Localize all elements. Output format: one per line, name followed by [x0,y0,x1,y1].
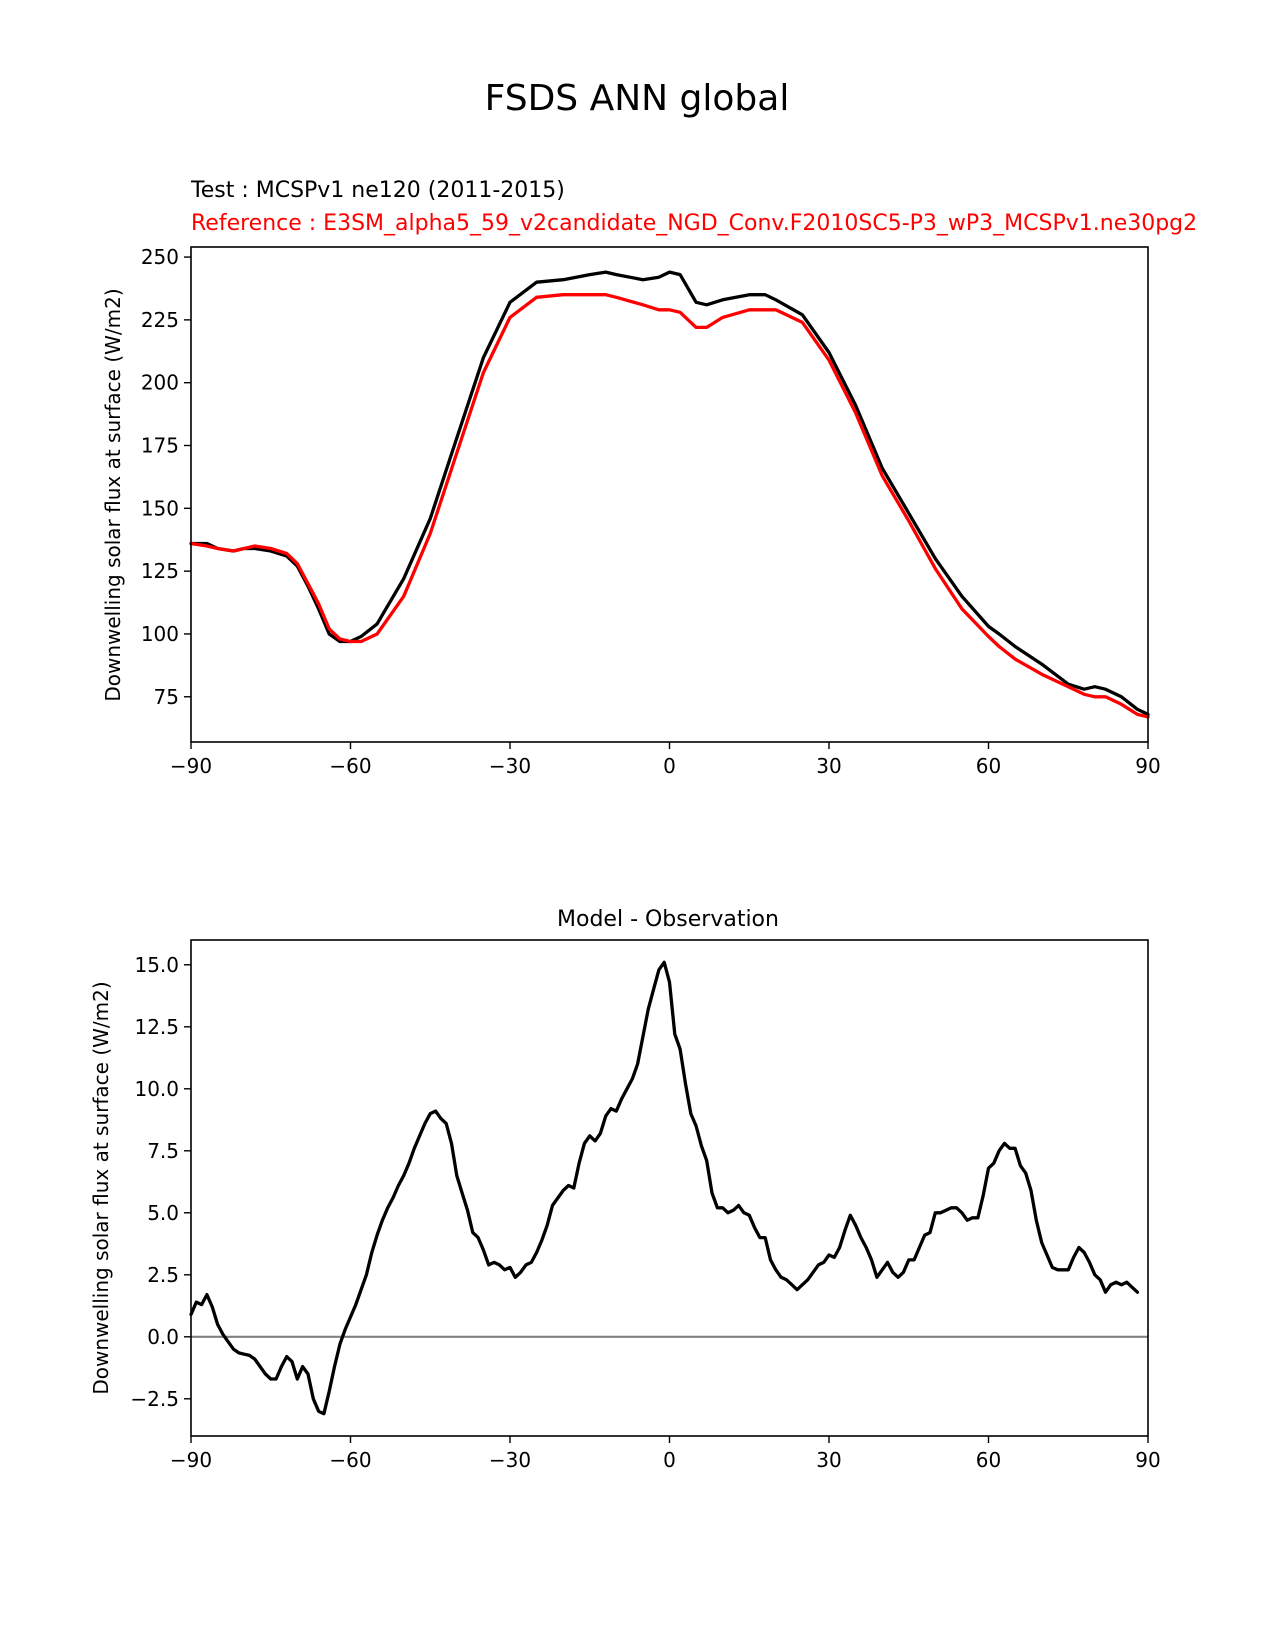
top-ylabel: Downwelling solar flux at surface (W/m2) [101,288,125,701]
top-ytick-label: 150 [141,496,179,520]
top-plot-area: −90 −60 −30 0 30 60 90 75 100 125 150 175 200 225 250 [141,245,1161,778]
bottom-xtick-label: 90 [1135,1448,1160,1472]
top-xtick-label: −90 [170,754,212,778]
top-panel: Test : MCSPv1 ne120 (2011-2015) Referenc… [101,178,1197,778]
top-xtick-label: 90 [1135,754,1160,778]
bottom-ytick-label: 12.5 [134,1015,179,1039]
bottom-series-diff [189,960,1140,1416]
bottom-ytick-label: 0.0 [147,1325,179,1349]
bottom-plot-area: −90 −60 −30 0 30 60 90 −2.5 0.0 2.5 5.0 7.5 10.0 12.5… [130,939,1161,1472]
bottom-xtick-label: 60 [976,1448,1001,1472]
top-ytick-label: 200 [141,371,179,395]
figure-title: FSDS ANN global [485,78,790,119]
top-series-test [189,270,1150,717]
top-ytick-label: 175 [141,434,179,458]
bottom-xtick-label: −90 [170,1448,212,1472]
bottom-title: Model - Observation [557,907,779,932]
top-xtick-label: 0 [663,754,676,778]
top-xtick-label: 60 [976,754,1001,778]
top-ytick-label: 125 [141,559,179,583]
top-ytick-label: 75 [154,685,179,709]
top-ytick-label: 250 [141,245,179,269]
top-frame [190,246,1149,743]
bottom-ytick-label: 2.5 [147,1263,179,1287]
bottom-ytick-label: 7.5 [147,1139,179,1163]
bottom-ytick-label: 5.0 [147,1201,179,1225]
bottom-ytick-label: 10.0 [134,1077,179,1101]
bottom-panel: Model - Observation Downwelling solar fl… [89,907,1161,1472]
top-xtick-label: −60 [329,754,371,778]
top-series-reference [189,293,1150,719]
test-label: Test : MCSPv1 ne120 (2011-2015) [190,178,565,203]
bottom-xtick-label: 30 [816,1448,841,1472]
bottom-xtick-label: −30 [489,1448,531,1472]
top-ytick-label: 225 [141,308,179,332]
bottom-ylabel: Downwelling solar flux at surface (W/m2) [89,981,113,1394]
top-xtick-label: 30 [816,754,841,778]
reference-label: Reference : E3SM_alpha5_59_v2candidate_N… [191,211,1197,236]
top-xtick-label: −30 [489,754,531,778]
bottom-ytick-label: 15.0 [134,953,179,977]
bottom-xtick-label: −60 [329,1448,371,1472]
bottom-xtick-label: 0 [663,1448,676,1472]
bottom-ytick-label: −2.5 [130,1387,179,1411]
top-ytick-label: 100 [141,622,179,646]
